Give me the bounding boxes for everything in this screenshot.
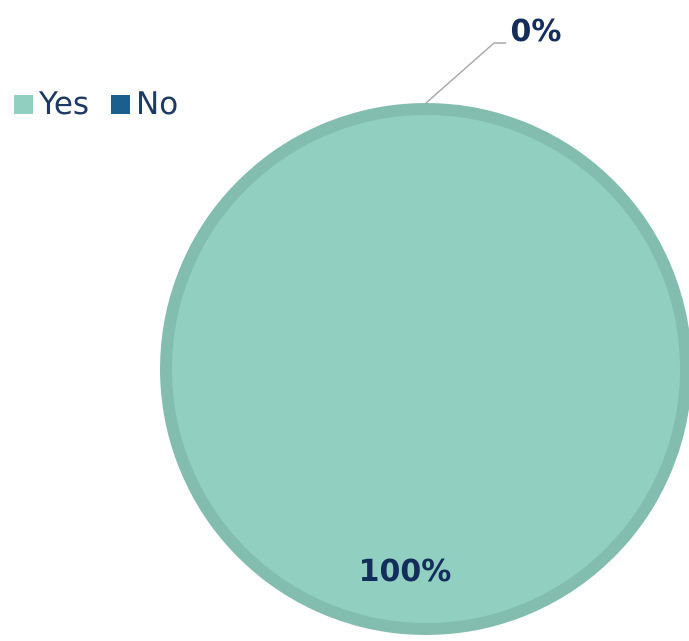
data-label-no: 0% (511, 14, 562, 49)
leader-line-no (425, 42, 495, 104)
legend-label-no: No (136, 86, 179, 122)
chart-legend: Yes No (14, 86, 200, 122)
legend-swatch-yes (14, 94, 33, 114)
legend-swatch-no (111, 94, 131, 114)
pie-slices (160, 103, 689, 635)
data-label-yes: 100% (359, 554, 452, 589)
legend-item-no: No (111, 86, 178, 122)
legend-label-yes: Yes (39, 86, 90, 122)
legend-item-yes: Yes (14, 86, 89, 122)
pie-slice-yes (160, 103, 689, 635)
